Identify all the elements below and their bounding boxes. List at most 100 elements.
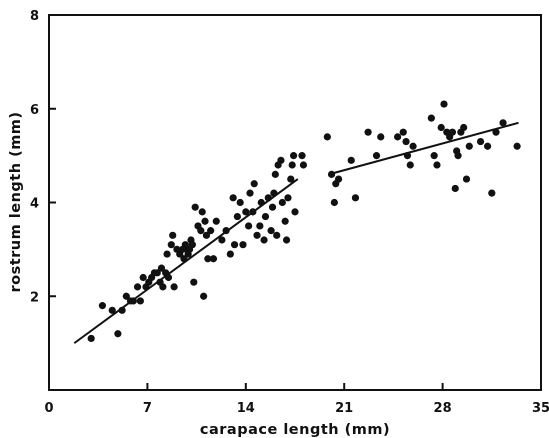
data-points (87, 100, 521, 343)
data-point (448, 128, 457, 136)
data-point (430, 152, 438, 160)
data-point (440, 100, 448, 108)
data-point (377, 133, 385, 141)
data-point (257, 198, 265, 207)
data-point (201, 217, 209, 225)
data-point (98, 302, 107, 310)
data-point (323, 133, 331, 141)
data-point (281, 217, 289, 225)
data-point (454, 152, 462, 160)
data-point (239, 241, 247, 249)
data-point (267, 227, 275, 235)
data-point (298, 152, 306, 160)
data-point (299, 161, 308, 169)
data-point (513, 142, 521, 150)
data-point (264, 194, 272, 202)
plot-frame (48, 14, 542, 391)
data-point (427, 114, 435, 122)
data-point (433, 161, 441, 169)
data-point (164, 273, 173, 282)
data-point (180, 255, 188, 263)
data-point (330, 198, 338, 207)
data-point (268, 203, 277, 211)
data-point (403, 152, 412, 160)
data-point (278, 198, 286, 207)
data-point (191, 203, 199, 211)
fit-line (328, 121, 519, 176)
axis-ticks: 0 7 14 21 28 35 2 4 6 8 (30, 9, 549, 416)
data-point (402, 137, 410, 146)
data-point (347, 156, 355, 164)
x-tick-label: 0 (44, 401, 53, 416)
data-point (118, 306, 126, 314)
data-point (222, 227, 230, 235)
data-point (159, 283, 167, 291)
data-point (230, 241, 239, 249)
y-tick-label: 8 (30, 9, 39, 24)
data-point (291, 208, 299, 216)
data-point (122, 292, 130, 300)
data-point (169, 231, 177, 239)
data-point (409, 142, 417, 150)
x-tick-label: 21 (335, 401, 353, 416)
data-point (197, 227, 205, 235)
data-point (133, 283, 142, 291)
data-point (270, 189, 278, 197)
data-point (167, 241, 175, 249)
data-point (437, 123, 445, 132)
data-point (492, 128, 500, 136)
data-point (242, 208, 250, 216)
data-point (233, 212, 241, 221)
data-point (108, 306, 116, 314)
data-point (226, 250, 234, 258)
data-point (129, 297, 137, 305)
data-point (212, 217, 220, 225)
data-point (139, 273, 147, 282)
data-point (394, 133, 402, 141)
y-tick-label: 4 (30, 197, 39, 212)
x-tick-label: 7 (143, 401, 152, 416)
data-point (204, 255, 212, 263)
data-point (87, 334, 95, 343)
data-point (202, 231, 211, 239)
data-point (288, 161, 296, 169)
data-point (200, 292, 208, 300)
data-point (277, 156, 285, 164)
data-point (153, 269, 161, 277)
x-tick-label: 35 (532, 401, 549, 416)
y-tick-label: 6 (30, 103, 39, 118)
data-point (327, 170, 336, 178)
data-point (246, 189, 254, 197)
data-point (207, 227, 215, 235)
data-point (157, 264, 166, 272)
data-point (460, 123, 468, 132)
data-point (499, 119, 507, 127)
data-point (218, 236, 226, 244)
data-point (198, 208, 206, 216)
x-tick-label: 14 (237, 401, 255, 416)
data-point (256, 222, 264, 230)
data-point (462, 175, 471, 183)
data-point (372, 152, 381, 160)
data-point (465, 142, 473, 150)
data-point (282, 236, 291, 244)
data-point (136, 297, 144, 305)
data-point (190, 278, 198, 286)
data-point (351, 194, 360, 202)
data-point (488, 189, 496, 197)
data-point (273, 231, 281, 239)
data-point (188, 241, 196, 249)
data-point (406, 161, 414, 169)
data-point (170, 283, 178, 291)
data-point (334, 175, 343, 183)
data-point (253, 231, 261, 239)
data-point (229, 194, 237, 202)
data-point (114, 330, 122, 338)
data-point (399, 128, 407, 136)
data-point (163, 250, 171, 258)
data-point (451, 184, 459, 193)
data-point (260, 236, 268, 244)
data-point (287, 175, 295, 183)
data-point (364, 128, 372, 136)
